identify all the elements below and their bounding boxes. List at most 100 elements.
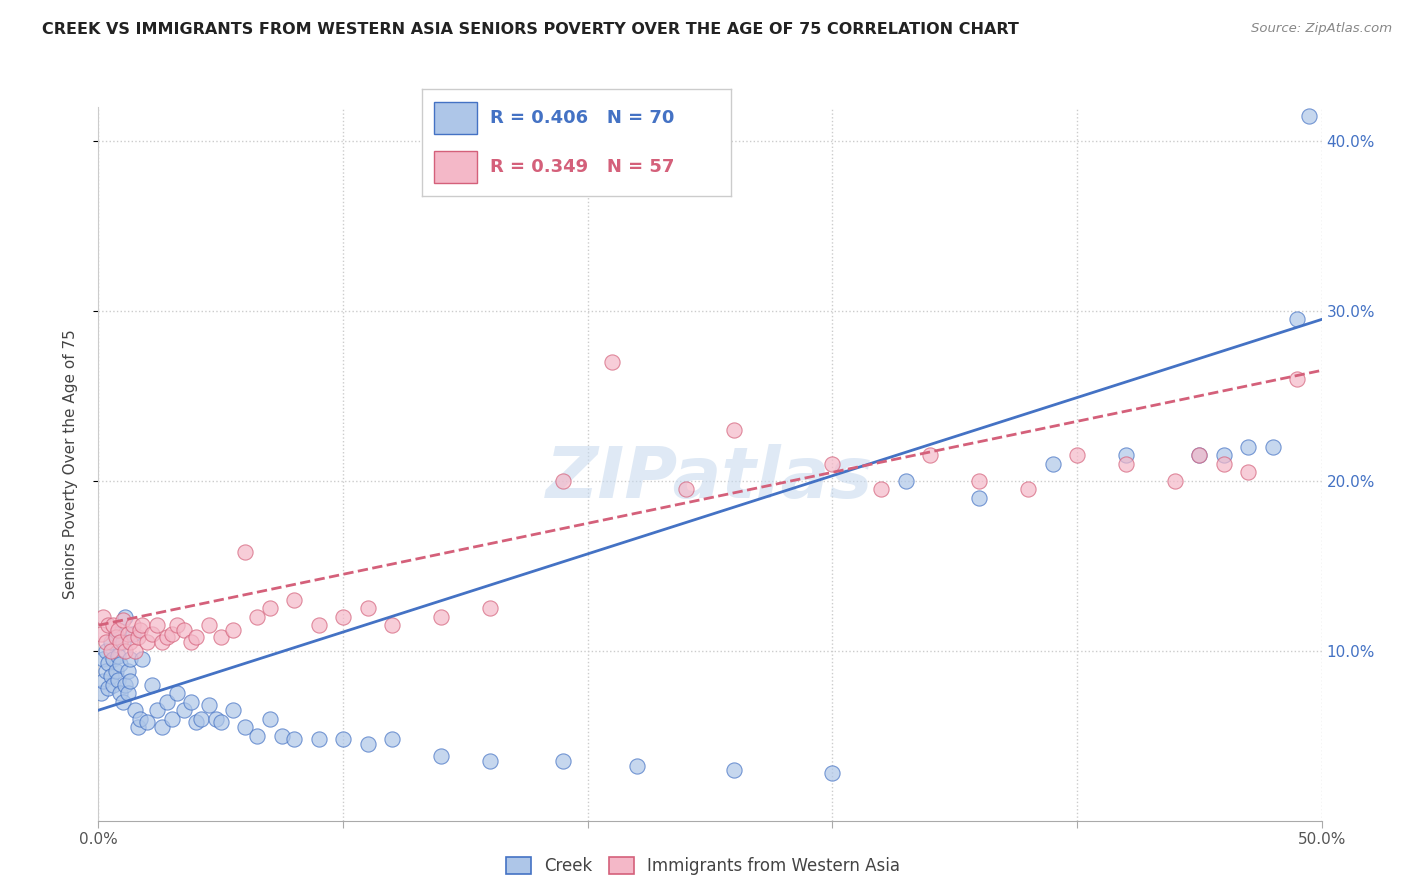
Point	[100, 669, 122, 683]
Point	[111, 695, 134, 709]
Point	[110, 657, 132, 672]
Point	[121, 618, 143, 632]
Point	[1237, 466, 1260, 480]
Point	[967, 474, 990, 488]
Point	[332, 609, 354, 624]
FancyBboxPatch shape	[434, 152, 478, 184]
Point	[356, 737, 378, 751]
Point	[894, 474, 917, 488]
Point	[120, 674, 142, 689]
Point	[150, 635, 173, 649]
Point	[101, 618, 124, 632]
Point	[967, 491, 990, 505]
Point	[127, 720, 149, 734]
Point	[114, 609, 136, 624]
Point	[156, 695, 179, 709]
Point	[156, 630, 179, 644]
Point	[233, 720, 256, 734]
Point	[186, 630, 208, 644]
Point	[146, 703, 169, 717]
Point	[91, 652, 114, 666]
Y-axis label: Seniors Poverty Over the Age of 75: Seniors Poverty Over the Age of 75	[63, 329, 77, 599]
Point	[100, 635, 122, 649]
Point	[821, 457, 844, 471]
Point	[131, 652, 153, 666]
Point	[381, 618, 404, 632]
Point	[110, 635, 132, 649]
Point	[197, 698, 219, 712]
Point	[180, 695, 202, 709]
Point	[173, 624, 195, 638]
Point	[94, 664, 117, 678]
Point	[190, 712, 212, 726]
Text: R = 0.406   N = 70: R = 0.406 N = 70	[489, 109, 675, 127]
Point	[283, 592, 305, 607]
Point	[675, 483, 697, 497]
Point	[150, 720, 173, 734]
Point	[107, 624, 129, 638]
Point	[381, 732, 404, 747]
Point	[259, 712, 281, 726]
Point	[94, 644, 117, 658]
Point	[120, 652, 142, 666]
Point	[1017, 483, 1039, 497]
Point	[146, 618, 169, 632]
Point	[209, 715, 232, 730]
Point	[478, 754, 501, 768]
Point	[166, 618, 188, 632]
Point	[107, 673, 129, 687]
Point	[1042, 457, 1064, 471]
FancyBboxPatch shape	[434, 102, 478, 134]
Point	[1286, 372, 1309, 386]
Point	[1188, 448, 1211, 462]
Point	[100, 644, 122, 658]
Point	[97, 656, 120, 670]
Point	[120, 635, 142, 649]
Point	[1164, 474, 1187, 488]
Point	[1261, 440, 1284, 454]
Point	[308, 618, 330, 632]
Point	[97, 618, 120, 632]
Point	[1115, 457, 1137, 471]
Text: Source: ZipAtlas.com: Source: ZipAtlas.com	[1251, 22, 1392, 36]
Point	[723, 423, 745, 437]
Point	[209, 630, 232, 644]
Point	[94, 635, 117, 649]
Point	[233, 545, 256, 559]
Point	[600, 355, 623, 369]
Point	[104, 664, 127, 678]
Text: ZIPatlas: ZIPatlas	[547, 443, 873, 513]
Point	[1066, 448, 1088, 462]
Point	[1298, 109, 1320, 123]
Point	[1286, 312, 1309, 326]
Point	[136, 715, 159, 730]
Point	[124, 703, 146, 717]
Point	[1212, 448, 1234, 462]
Legend: Creek, Immigrants from Western Asia: Creek, Immigrants from Western Asia	[498, 849, 908, 884]
Point	[104, 626, 127, 640]
Point	[920, 448, 942, 462]
Point	[141, 678, 163, 692]
Point	[1188, 448, 1211, 462]
Point	[97, 681, 120, 695]
Point	[626, 759, 648, 773]
Point	[1237, 440, 1260, 454]
Point	[110, 686, 132, 700]
Point	[127, 630, 149, 644]
Point	[107, 648, 129, 663]
Point	[222, 624, 245, 638]
Point	[180, 635, 202, 649]
Point	[101, 678, 124, 692]
Point	[121, 626, 143, 640]
Text: CREEK VS IMMIGRANTS FROM WESTERN ASIA SENIORS POVERTY OVER THE AGE OF 75 CORRELA: CREEK VS IMMIGRANTS FROM WESTERN ASIA SE…	[42, 22, 1019, 37]
Point	[131, 618, 153, 632]
Point	[160, 626, 183, 640]
Point	[111, 613, 134, 627]
Point	[270, 729, 294, 743]
Point	[246, 729, 269, 743]
Point	[246, 609, 269, 624]
Point	[821, 766, 844, 780]
Point	[117, 686, 139, 700]
Point	[430, 749, 453, 764]
Point	[141, 626, 163, 640]
